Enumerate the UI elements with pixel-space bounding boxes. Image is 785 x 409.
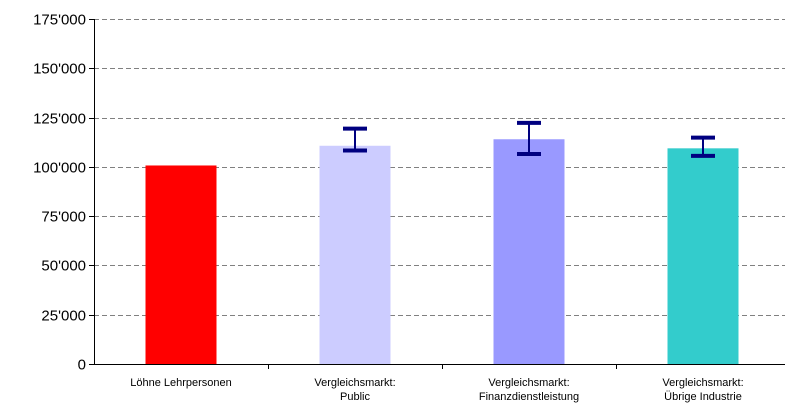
y-tick-label: 150'000 xyxy=(33,61,86,78)
x-tick-label-line: Löhne Lehrpersonen xyxy=(130,377,232,389)
x-tick-label: Vergleichsmarkt: Public xyxy=(314,377,395,403)
axes xyxy=(89,19,785,369)
x-tick-label: Löhne Lehrpersonen xyxy=(130,377,232,389)
x-tick-label-line: Finanzdienstleistung xyxy=(479,391,579,403)
x-tick-label: Vergleichsmarkt: Übrige Industrie xyxy=(662,377,743,403)
x-tick-label-line: Vergleichsmarkt: xyxy=(488,377,569,389)
bar xyxy=(145,165,217,364)
error-bars xyxy=(343,120,715,158)
y-tick-label: 75'000 xyxy=(41,209,86,226)
x-tick-label-line: Vergleichsmarkt: xyxy=(314,377,395,389)
bar xyxy=(319,145,391,364)
y-tick-label: 0 xyxy=(78,357,86,374)
x-tick-label-line: Public xyxy=(340,391,370,403)
y-tick-label: 25'000 xyxy=(41,308,86,325)
bar xyxy=(667,148,739,364)
bar xyxy=(493,139,565,364)
x-tick-label-line: Übrige Industrie xyxy=(664,391,742,403)
x-tick-label: Vergleichsmarkt: Finanzdienstleistung xyxy=(479,377,579,403)
y-tick-label: 175'000 xyxy=(33,12,86,29)
bars xyxy=(145,139,739,364)
x-tick-labels: Löhne Lehrpersonen Vergleichsmarkt: Public… xyxy=(130,377,743,403)
y-tick-label: 50'000 xyxy=(41,258,86,275)
y-tick-label: 125'000 xyxy=(33,111,86,128)
y-tick-labels: 0 25'000 50'000 75'000 100'000 125'000 150'000… xyxy=(33,12,86,374)
x-tick-label-line: Vergleichsmarkt: xyxy=(662,377,743,389)
y-tick-label: 100'000 xyxy=(33,160,86,177)
